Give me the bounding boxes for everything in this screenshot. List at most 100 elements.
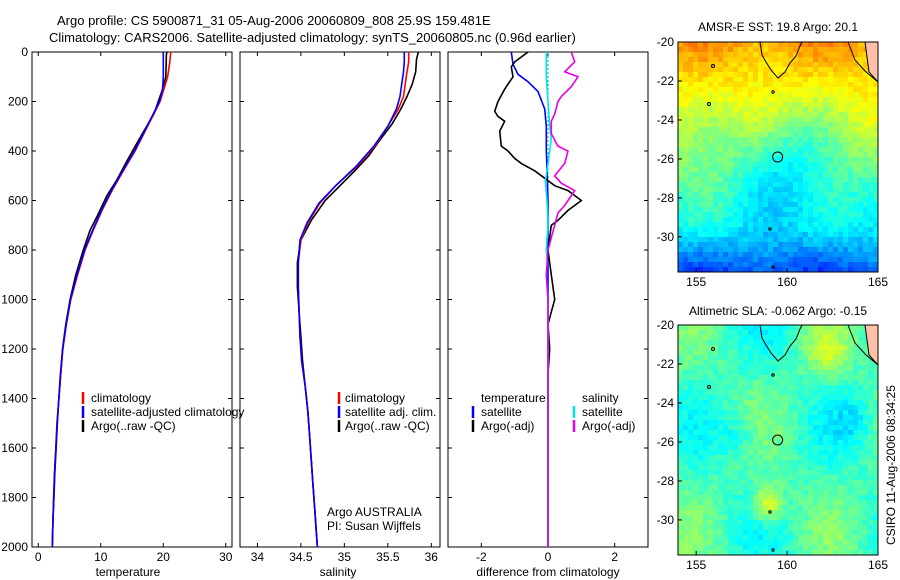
heatmap-cell (773, 395, 779, 401)
heatmap-cell (708, 530, 714, 536)
heatmap-cell (683, 67, 689, 73)
heatmap-cell (708, 370, 714, 376)
heatmap-cell (678, 510, 684, 516)
heatmap-cell (768, 97, 774, 103)
heatmap-cell (868, 530, 874, 536)
heatmap-cell (823, 197, 829, 203)
heatmap-cell (708, 122, 714, 128)
heatmap-cell (858, 505, 864, 511)
heatmap-cell (728, 247, 734, 253)
heatmap-cell (778, 390, 784, 396)
heatmap-cell (803, 545, 809, 551)
heatmap-cell (763, 132, 769, 138)
heatmap-cell (703, 267, 709, 272)
heatmap-cell (753, 390, 759, 396)
heatmap-cell (838, 390, 844, 396)
heatmap-cell (758, 182, 764, 188)
heatmap-cell (768, 495, 774, 501)
heatmap-cell (803, 67, 809, 73)
heatmap-cell (793, 530, 799, 536)
argo-float-marker (772, 151, 784, 163)
heatmap-cell (783, 435, 789, 441)
heatmap-cell (808, 455, 814, 461)
heatmap-cell (833, 42, 839, 48)
heatmap-cell (793, 460, 799, 466)
heatmap-cell (698, 530, 704, 536)
heatmap-cell (748, 545, 754, 551)
heatmap-cell (763, 242, 769, 248)
heatmap-cell (808, 485, 814, 491)
heatmap-cell (723, 77, 729, 83)
heatmap-cell (853, 107, 859, 113)
heatmap-cell (683, 187, 689, 193)
heatmap-cell (718, 232, 724, 238)
heatmap-cell (853, 415, 859, 421)
heatmap-cell (763, 400, 769, 406)
heatmap-cell (858, 197, 864, 203)
heatmap-cell (818, 222, 824, 228)
heatmap-cell (823, 345, 829, 351)
heatmap-cell (833, 262, 839, 268)
heatmap-cell (728, 182, 734, 188)
heatmap-cell (728, 122, 734, 128)
heatmap-cell (778, 202, 784, 208)
heatmap-cell (733, 237, 739, 243)
heatmap-cell (783, 112, 789, 118)
heatmap-cell (768, 360, 774, 366)
heatmap-cell (813, 107, 819, 113)
heatmap-cell (718, 122, 724, 128)
heatmap-cell (753, 385, 759, 391)
heatmap-cell (683, 400, 689, 406)
heatmap-cell (828, 415, 834, 421)
heatmap-cell (728, 525, 734, 531)
heatmap-cell (753, 177, 759, 183)
heatmap-cell (823, 257, 829, 263)
heatmap-cell (858, 455, 864, 461)
heatmap-cell (798, 197, 804, 203)
heatmap-cell (828, 535, 834, 541)
heatmap-cell (758, 505, 764, 511)
heatmap-cell (833, 365, 839, 371)
heatmap-cell (793, 380, 799, 386)
heatmap-cell (713, 217, 719, 223)
heatmap-cell (803, 252, 809, 258)
heatmap-cell (863, 67, 869, 73)
heatmap-cell (873, 237, 878, 243)
heatmap-cell (818, 415, 824, 421)
heatmap-cell (718, 530, 724, 536)
heatmap-cell (723, 455, 729, 461)
heatmap-cell (873, 242, 878, 248)
heatmap-cell (813, 77, 819, 83)
heatmap-cell (793, 485, 799, 491)
heatmap-cell (773, 400, 779, 406)
heatmap-cell (678, 330, 684, 336)
heatmap-cell (833, 385, 839, 391)
heatmap-cell (708, 395, 714, 401)
heatmap-cell (823, 222, 829, 228)
heatmap-cell (818, 67, 824, 73)
heatmap-cell (803, 540, 809, 546)
heatmap-cell (688, 257, 694, 263)
heatmap-cell (768, 62, 774, 68)
heatmap-cell (808, 112, 814, 118)
series-line-satellite-adjusted-climatology (51, 52, 165, 547)
heatmap-cell (753, 247, 759, 253)
heatmap-cell (753, 187, 759, 193)
heatmap-cell (683, 227, 689, 233)
heatmap-cell (848, 500, 854, 506)
heatmap-cell (753, 475, 759, 481)
heatmap-cell (798, 92, 804, 98)
heatmap-cell (723, 445, 729, 451)
heatmap-cell (783, 77, 789, 83)
heatmap-cell (793, 227, 799, 233)
heatmap-cell (763, 112, 769, 118)
heatmap-cell (788, 52, 794, 58)
heatmap-cell (678, 267, 684, 272)
heatmap-cell (823, 42, 829, 48)
heatmap-cell (793, 172, 799, 178)
heatmap-cell (698, 242, 704, 248)
heatmap-cell (778, 465, 784, 471)
heatmap-cell (783, 67, 789, 73)
heatmap-cell (773, 127, 779, 133)
